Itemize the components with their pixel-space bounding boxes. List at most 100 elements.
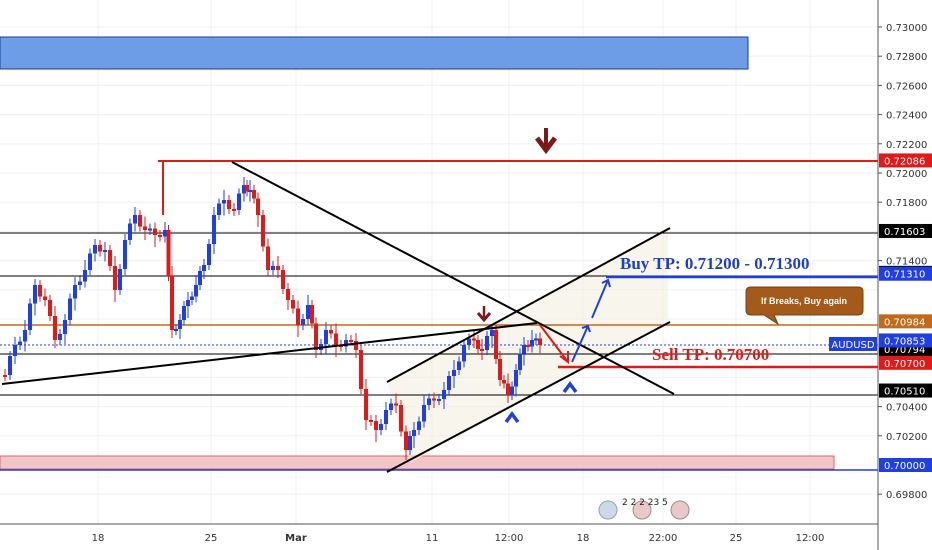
price-level-tag-text: 0.70700 (884, 359, 925, 370)
candle-body (252, 190, 256, 199)
candle-body (68, 298, 72, 320)
callout-bubble[interactable]: If Breaks, Buy again (745, 286, 864, 326)
candle-body (58, 334, 62, 340)
y-tick-label: 0.70400 (886, 403, 927, 414)
candle-body (256, 198, 260, 215)
candle-body (314, 323, 318, 350)
candle-body (103, 250, 107, 252)
candle-body (301, 319, 305, 325)
price-axis[interactable]: 0.73000 0.72800 0.72600 0.72400 0.72200 0.720… (878, 23, 927, 501)
candle-body (291, 300, 295, 309)
candle-body (18, 341, 22, 345)
candle-body (178, 320, 182, 329)
x-tick-label: 25 (205, 533, 218, 544)
price-level-tag (879, 153, 932, 168)
candle-body (207, 244, 211, 265)
callout-text: If Breaks, Buy again (761, 296, 847, 306)
x-tick-label: 18 (92, 533, 105, 544)
candle-body (530, 340, 534, 347)
candle-body (158, 235, 162, 237)
candle-body (324, 330, 328, 344)
down-chevron-icon (535, 128, 557, 155)
y-tick-label: 0.72400 (886, 111, 927, 122)
candle-body (447, 376, 451, 390)
candle-body (261, 215, 265, 247)
candle-body (170, 276, 174, 330)
candle-body (182, 306, 186, 320)
candle-body (166, 230, 171, 276)
price-level-tag-text: 0.71603 (884, 227, 925, 238)
candle-body (174, 329, 178, 331)
candle-body (452, 370, 456, 376)
y-tick-label: 0.72600 (886, 81, 927, 92)
candle-body (232, 209, 236, 211)
price-level-tag (879, 458, 932, 472)
candle-body (514, 370, 518, 387)
price-level-tag-text: 0.71310 (884, 270, 925, 281)
candle-body (78, 281, 82, 285)
candle-body (379, 424, 383, 430)
candle-body (408, 436, 412, 450)
candle-body (472, 338, 476, 341)
y-tick-label: 0.70200 (886, 432, 927, 443)
economic-events-badge[interactable]: 2 2 2 23 5 (598, 498, 690, 520)
candle-body (198, 271, 202, 285)
candle-body (394, 403, 398, 406)
candle-body (457, 361, 461, 370)
candle-body (212, 215, 216, 244)
candle-body (502, 380, 506, 384)
candle-body (359, 350, 363, 389)
blue-projection-arrow-2 (591, 279, 609, 319)
price-level-tag (879, 383, 932, 398)
current-price-tag (879, 333, 932, 348)
candle-body (143, 226, 147, 230)
y-tick-label: 0.71400 (886, 257, 927, 268)
candle-body (296, 308, 300, 325)
candle-body (432, 398, 436, 401)
symbol-tag (829, 337, 877, 351)
x-tick-label: 22:00 (649, 533, 678, 544)
buy-tp-annotation: Buy TP: 0.71200 - 0.71300 (620, 254, 810, 273)
y-tick-label: 0.72800 (886, 52, 927, 63)
candle-body (526, 345, 530, 347)
price-level-tag (879, 266, 932, 281)
candle-body (427, 398, 431, 405)
candle-body (374, 421, 378, 430)
channel-upper-line (386, 227, 671, 383)
candle-body (538, 338, 542, 345)
candle-body (506, 383, 510, 395)
candle-body (73, 285, 77, 299)
candle-body (222, 200, 226, 204)
candle-body (217, 203, 221, 215)
candle-body (3, 375, 7, 377)
candle-body (242, 185, 246, 194)
candle-body (364, 389, 368, 420)
candle-body (8, 356, 12, 375)
candle-body (389, 403, 393, 410)
time-axis[interactable]: 18 25 Mar 11 12:00 18 22:00 25 12:00 (92, 533, 825, 544)
candle-body (266, 246, 270, 270)
candle-body (98, 245, 102, 252)
candle-body (422, 405, 426, 422)
y-tick-label: 0.72200 (886, 140, 927, 151)
candle-body (437, 399, 441, 401)
candle-body (310, 305, 314, 324)
up-chevron-icon-2 (562, 381, 578, 394)
red-projection-arrow (539, 324, 569, 363)
candle-body (480, 349, 484, 351)
x-tick-label: 12:00 (495, 533, 524, 544)
candle-body (13, 345, 17, 356)
price-level-tag (879, 355, 932, 370)
candle-body (476, 340, 480, 349)
price-level-tag-text: 0.70000 (884, 461, 925, 472)
symbol-tag-text: AUDUSD (831, 340, 875, 351)
candle-body (186, 300, 190, 306)
candle-body (63, 320, 67, 334)
candle-body (369, 420, 373, 422)
candle-body (113, 266, 117, 290)
candle-body (276, 266, 280, 270)
candle-body (286, 289, 290, 300)
price-level-tag (879, 223, 932, 238)
candle-body (43, 296, 47, 300)
